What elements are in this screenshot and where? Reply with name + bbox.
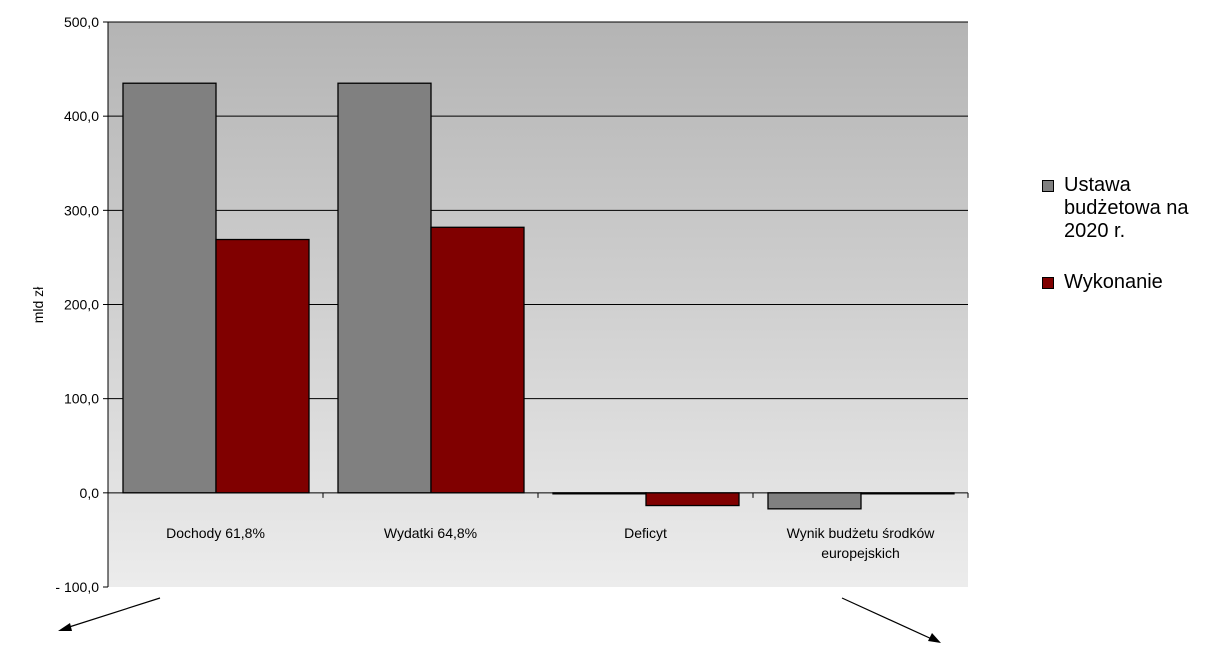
- y-tick-label: 300,0: [64, 202, 99, 218]
- legend-swatch-ustawa: [1042, 180, 1054, 192]
- category-label: Wydatki 64,8%: [384, 525, 477, 541]
- legend: Ustawa budżetowa na 2020 r. Wykonanie: [1042, 174, 1212, 294]
- category-label: Deficyt: [624, 525, 667, 541]
- right-arrow-line: [841, 597, 935, 641]
- category-label: Dochody 61,8%: [166, 525, 265, 541]
- legend-item-wykonanie: Wykonanie: [1042, 271, 1212, 294]
- legend-label-ustawa: Ustawa budżetowa na 2020 r.: [1064, 174, 1189, 242]
- y-tick-label: 500,0: [64, 14, 99, 30]
- bar-ustawa-3: [767, 492, 862, 510]
- bar-ustawa-0: [122, 82, 217, 494]
- y-tick-label: - 100,0: [55, 579, 99, 595]
- arrow-annotations: [58, 597, 941, 643]
- left-arrow-line: [65, 597, 161, 629]
- y-tick-label: 400,0: [64, 108, 99, 124]
- bar-wykonanie-1: [430, 226, 525, 494]
- category-label: Wynik budżetu środków europejskich: [787, 525, 936, 561]
- y-tick-label: 100,0: [64, 391, 99, 407]
- bar-ustawa-1: [337, 82, 432, 494]
- bar-wykonanie-0: [215, 238, 310, 494]
- y-tick-label: 0,0: [80, 485, 100, 501]
- y-tick-label: 200,0: [64, 297, 99, 313]
- right-arrow-head: [928, 633, 941, 643]
- y-axis-title: mld zł: [30, 286, 46, 323]
- legend-label-wykonanie: Wykonanie: [1064, 271, 1163, 293]
- legend-swatch-wykonanie: [1042, 277, 1054, 289]
- bar-wykonanie-2: [645, 492, 740, 507]
- left-arrow-head: [58, 623, 72, 631]
- legend-item-ustawa: Ustawa budżetowa na 2020 r.: [1042, 174, 1212, 243]
